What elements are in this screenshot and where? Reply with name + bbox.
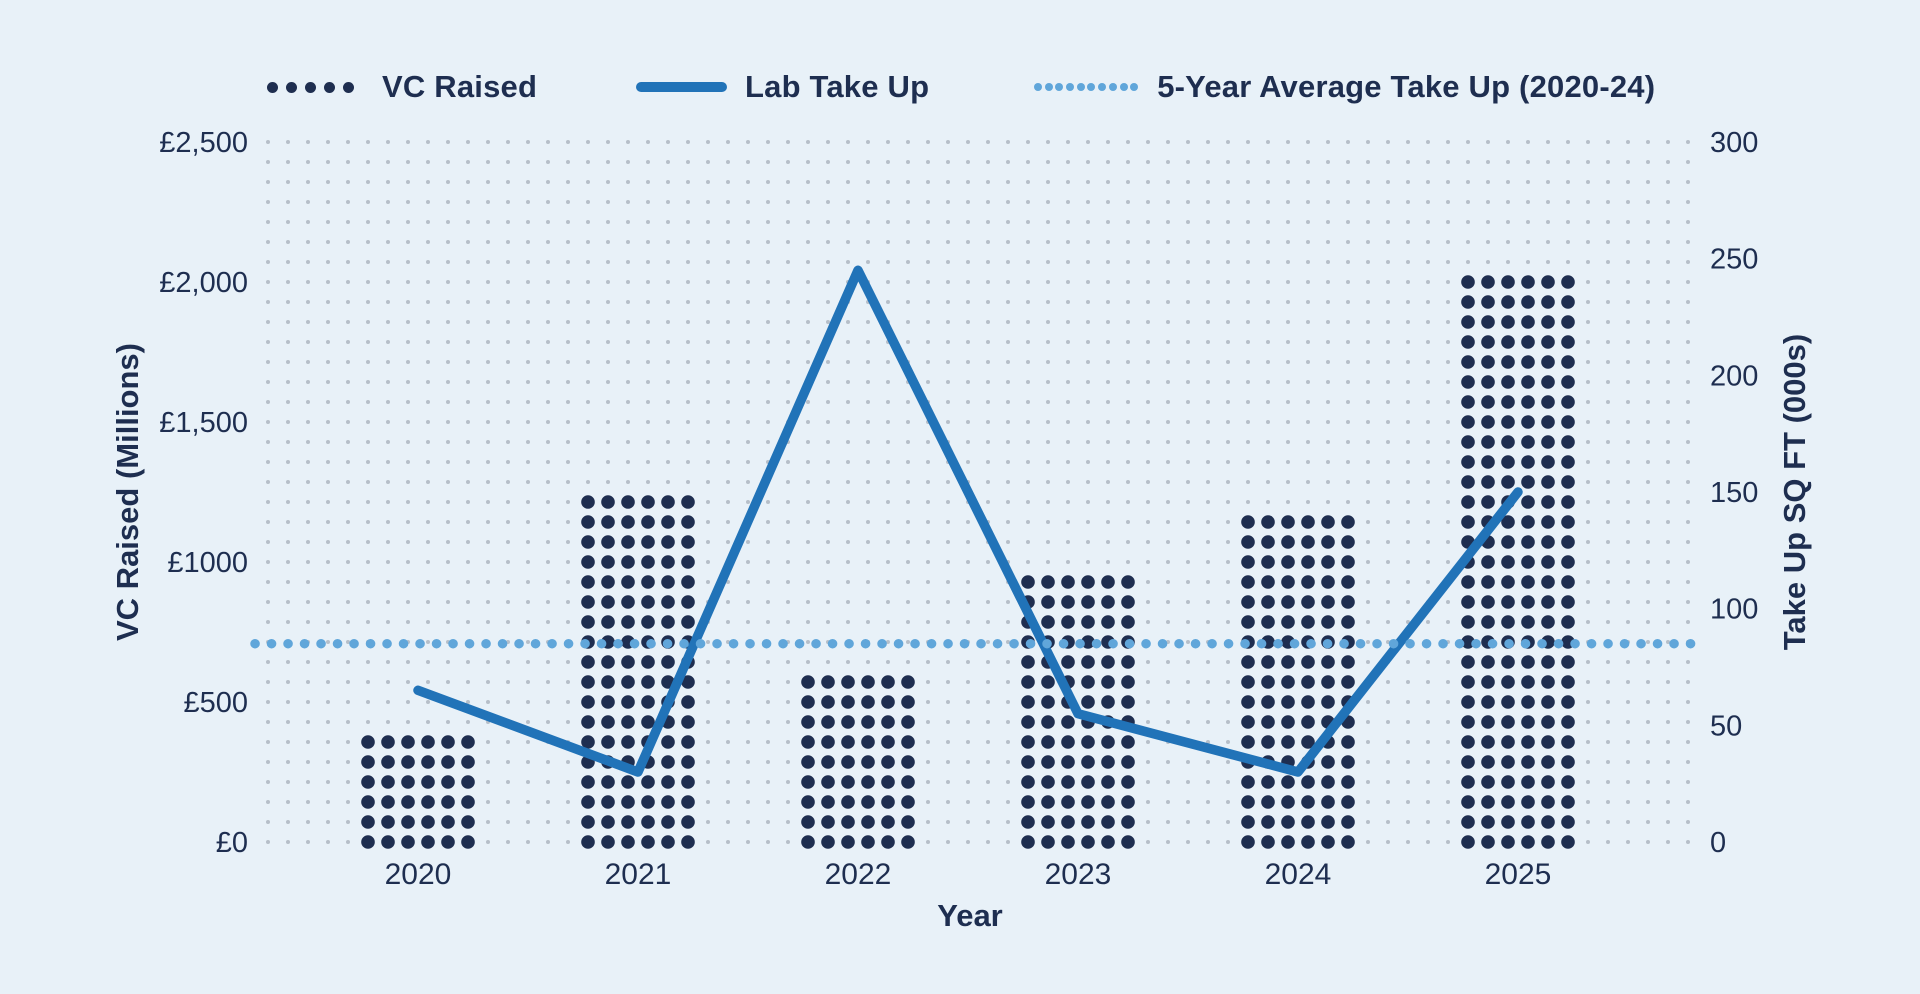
legend-dot <box>1055 83 1064 91</box>
legend-dot <box>1087 83 1096 91</box>
svg-text:£2,500: £2,500 <box>159 127 248 159</box>
svg-text:300: 300 <box>1710 127 1758 159</box>
svg-text:50: 50 <box>1710 710 1742 742</box>
svg-text:0: 0 <box>1710 827 1726 859</box>
legend-dot <box>324 81 335 93</box>
lab-take-up-line-icon <box>636 82 727 92</box>
svg-text:£500: £500 <box>183 687 248 719</box>
legend-dot <box>1076 83 1085 91</box>
legend-dot <box>1119 83 1128 91</box>
legend-label-lab-take-up: Lab Take Up <box>745 69 930 104</box>
legend-dot <box>343 81 354 93</box>
legend-dot <box>1098 83 1107 91</box>
legend-dot <box>1130 83 1139 91</box>
svg-text:2024: 2024 <box>1265 858 1332 891</box>
vc-raised-dots-icon <box>267 81 354 93</box>
svg-text:250: 250 <box>1710 244 1758 276</box>
svg-text:2020: 2020 <box>385 858 452 891</box>
x-axis-title: Year <box>937 898 1003 933</box>
vc-raised-bar-series <box>361 275 1575 849</box>
legend-dot <box>1044 83 1053 91</box>
svg-text:£2,000: £2,000 <box>159 267 248 299</box>
left-axis-title: VC Raised (Millions) <box>110 343 145 641</box>
legend-dot <box>1034 83 1042 91</box>
svg-text:200: 200 <box>1710 360 1758 392</box>
legend-label-vc-raised: VC Raised <box>382 69 538 104</box>
legend-dot <box>1108 83 1117 91</box>
right-axis-ticks: 0 50 100 150 200 250 300 <box>1710 127 1758 859</box>
average-dotted-line-icon <box>1034 83 1139 91</box>
legend-item-vc-raised: VC Raised <box>267 69 538 104</box>
svg-text:£1,500: £1,500 <box>159 407 248 439</box>
left-axis-ticks: £0 £500 £1000 £1,500 £2,000 £2,500 <box>159 127 248 859</box>
legend-dot <box>1066 83 1075 91</box>
legend-item-5yr-average: 5-Year Average Take Up (2020-24) <box>1034 69 1656 104</box>
right-axis-title: Take Up SQ FT (000s) <box>1777 333 1812 651</box>
legend-item-lab-take-up: Lab Take Up <box>636 69 930 104</box>
svg-text:150: 150 <box>1710 477 1758 509</box>
legend-dot <box>267 81 278 93</box>
svg-text:2021: 2021 <box>605 858 672 891</box>
svg-text:2025: 2025 <box>1485 858 1552 891</box>
grid-dots <box>266 140 1690 844</box>
legend-dot <box>305 81 316 93</box>
legend-dot <box>286 81 297 93</box>
svg-text:100: 100 <box>1710 594 1758 626</box>
legend-label-5yr-average: 5-Year Average Take Up (2020-24) <box>1157 69 1656 104</box>
svg-text:2023: 2023 <box>1045 858 1112 891</box>
svg-text:2022: 2022 <box>825 858 892 891</box>
svg-text:£1000: £1000 <box>167 547 248 579</box>
lab-take-up-line <box>413 265 1523 777</box>
svg-text:£0: £0 <box>216 827 248 859</box>
x-axis-ticks: 2020 2021 2022 2023 2024 2025 <box>385 858 1552 891</box>
